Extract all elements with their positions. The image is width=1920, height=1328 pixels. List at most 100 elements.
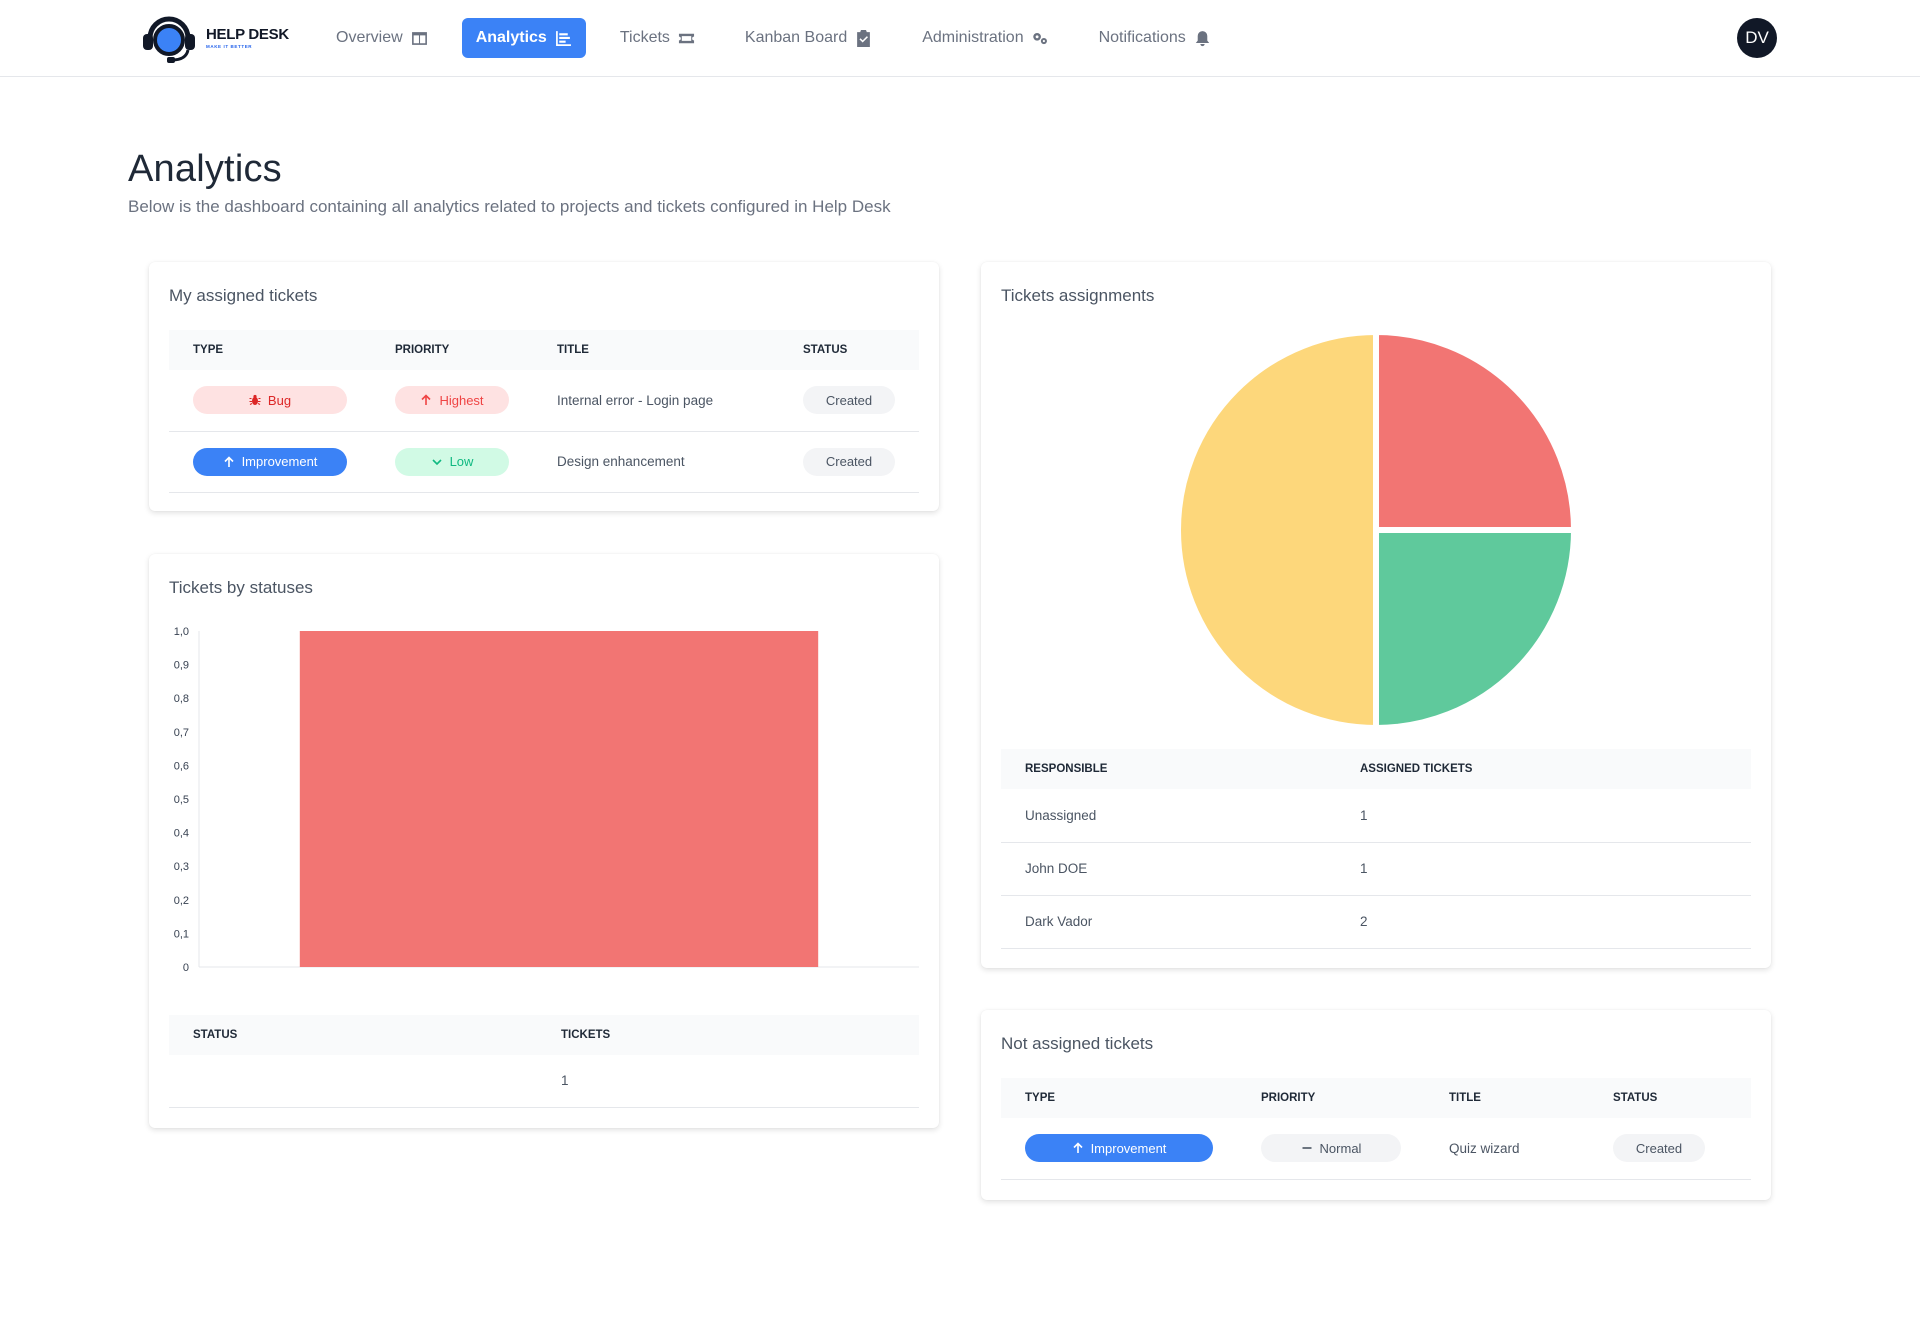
type-label: Improvement	[1090, 1140, 1167, 1156]
assigned-count: 2	[1336, 895, 1751, 949]
priority-label: Normal	[1319, 1140, 1362, 1156]
tickets-by-statuses-card: Tickets by statuses 0 0,1 0,2 0,3 0,4 0,5 0,6 0…	[149, 554, 939, 1128]
brand-tagline: MAKE IT BETTER	[206, 43, 253, 49]
column-header-tickets: TICKETS	[537, 1015, 919, 1055]
nav-administration-label: Administration	[922, 29, 1024, 46]
assigned-count: 1	[1336, 789, 1751, 843]
responsible-name: Dark Vador	[1001, 895, 1336, 949]
my-assigned-tickets-card: My assigned tickets TYPE PRIORITY TITLE …	[149, 262, 939, 511]
responsible-name: Unassigned	[1001, 789, 1336, 843]
y-tick-label: 0,5	[174, 794, 189, 806]
type-badge: Improvement	[193, 447, 347, 476]
nav-analytics[interactable]: Analytics	[461, 18, 586, 58]
chevron-down-icon	[431, 458, 442, 465]
bar	[299, 631, 819, 967]
assigned-count: 1	[1336, 842, 1751, 896]
column-header-type: TYPE	[1001, 1078, 1237, 1118]
column-header-type: TYPE	[169, 330, 371, 370]
bell-icon	[1195, 30, 1209, 46]
type-badge: Improvement	[1025, 1134, 1213, 1163]
top-navbar: HELP DESK MAKE IT BETTER Overview Analyt…	[0, 0, 1920, 77]
pie-slice	[1175, 329, 1379, 731]
column-header-priority: PRIORITY	[1237, 1078, 1425, 1118]
clipboard-check-icon	[857, 29, 871, 47]
status-bar-chart: 0 0,1 0,2 0,3 0,4 0,5 0,6 0,7 0,8 0,9 1,0	[174, 626, 919, 974]
not-assigned-tickets-table: TYPE PRIORITY TITLE STATUS Improvement N…	[1001, 1078, 1751, 1180]
table-row[interactable]: 1	[169, 1055, 919, 1108]
nav-kanban[interactable]: Kanban Board	[729, 18, 888, 58]
table-row[interactable]: Unassigned 1	[1001, 789, 1751, 843]
columns-icon	[411, 31, 427, 45]
column-header-assigned-tickets: ASSIGNED TICKETS	[1336, 749, 1751, 789]
column-header-status: STATUS	[779, 330, 919, 370]
nav-notifications-label: Notifications	[1098, 29, 1186, 46]
y-tick-label: 0,3	[174, 861, 189, 873]
table-row[interactable]: John DOE 1	[1001, 842, 1751, 896]
card-title: Tickets assignments	[1001, 286, 1155, 305]
chart-bar-icon	[555, 30, 571, 46]
y-tick-label: 0	[183, 962, 189, 974]
status-badge: Created	[1613, 1134, 1705, 1163]
y-tick-label: 1,0	[174, 626, 189, 638]
nav-tickets[interactable]: Tickets	[604, 18, 711, 58]
bug-icon	[249, 395, 261, 406]
nav-overview[interactable]: Overview	[320, 18, 444, 58]
help-desk-logo[interactable]: HELP DESK MAKE IT BETTER	[140, 12, 289, 64]
pie-slice	[1373, 329, 1577, 533]
y-tick-label: 0,1	[174, 928, 189, 940]
card-title: Tickets by statuses	[169, 578, 313, 597]
type-badge: Bug	[193, 386, 347, 415]
arrow-up-icon	[223, 455, 234, 467]
y-tick-label: 0,2	[174, 895, 189, 907]
assignments-pie-chart	[1175, 329, 1577, 731]
ticket-title[interactable]: Design enhancement	[533, 431, 779, 493]
not-assigned-tickets-card: Not assigned tickets TYPE PRIORITY TITLE…	[981, 1010, 1771, 1200]
card-title: Not assigned tickets	[1001, 1034, 1154, 1053]
nav-notifications[interactable]: Notifications	[1083, 18, 1227, 58]
status-cell	[169, 1055, 537, 1108]
priority-badge: Low	[395, 447, 509, 476]
page-title: Analytics	[128, 148, 282, 190]
ticket-title[interactable]: Quiz wizard	[1425, 1118, 1589, 1180]
y-tick-label: 0,8	[174, 693, 189, 705]
status-badge: Created	[803, 386, 895, 415]
table-row[interactable]: Improvement Normal Quiz wizard Created	[1001, 1118, 1751, 1180]
arrow-up-icon	[421, 394, 432, 406]
tickets-assignments-card: Tickets assignments RESPONSIBLE ASSIGNED…	[981, 262, 1771, 968]
nav-analytics-label: Analytics	[475, 29, 547, 46]
column-header-status: STATUS	[1589, 1078, 1751, 1118]
nav-kanban-label: Kanban Board	[744, 29, 848, 46]
column-header-title: TITLE	[533, 330, 779, 370]
y-tick-label: 0,6	[174, 760, 189, 772]
minus-icon	[1302, 1147, 1312, 1150]
type-label: Bug	[267, 392, 292, 408]
my-assigned-tickets-table: TYPE PRIORITY TITLE STATUS Bug Highest I…	[169, 330, 919, 493]
y-tick-label: 0,7	[174, 727, 189, 739]
table-row[interactable]: Improvement Low Design enhancement Creat…	[169, 431, 919, 493]
status-badge: Created	[803, 447, 895, 476]
column-header-responsible: RESPONSIBLE	[1001, 749, 1336, 789]
main-nav: Overview Analytics Tickets Kanban Board …	[320, 18, 1239, 58]
y-tick-label: 0,9	[174, 660, 189, 672]
tickets-count: 1	[537, 1055, 919, 1108]
cogs-icon	[1032, 32, 1047, 44]
assignments-table: RESPONSIBLE ASSIGNED TICKETS Unassigned …	[1001, 749, 1751, 949]
pie-slice	[1373, 527, 1577, 731]
nav-overview-label: Overview	[336, 29, 403, 46]
nav-tickets-label: Tickets	[619, 29, 670, 46]
page-subtitle: Below is the dashboard containing all an…	[128, 197, 891, 216]
ticket-title[interactable]: Internal error - Login page	[533, 370, 779, 432]
priority-badge: Highest	[395, 386, 509, 415]
table-row[interactable]: Bug Highest Internal error - Login page …	[169, 370, 919, 432]
y-tick-label: 0,4	[174, 828, 189, 840]
nav-administration[interactable]: Administration	[906, 18, 1064, 58]
arrow-up-icon	[1072, 1142, 1083, 1154]
column-header-title: TITLE	[1425, 1078, 1589, 1118]
priority-badge: Normal	[1261, 1134, 1401, 1163]
type-label: Improvement	[241, 454, 318, 469]
user-avatar[interactable]: DV	[1737, 18, 1777, 58]
column-header-priority: PRIORITY	[371, 330, 533, 370]
table-row[interactable]: Dark Vador 2	[1001, 895, 1751, 949]
brand-title: HELP DESK	[206, 25, 289, 43]
column-header-status: STATUS	[169, 1015, 537, 1055]
